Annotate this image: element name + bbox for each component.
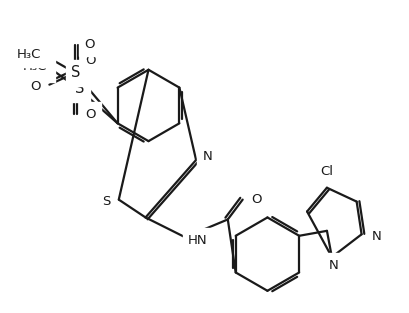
Text: S: S (75, 81, 85, 96)
Text: N: N (202, 151, 212, 163)
Text: O: O (251, 193, 261, 206)
Text: O: O (85, 108, 95, 121)
Text: O: O (30, 80, 40, 93)
Text: N: N (371, 230, 380, 243)
Text: Cl: Cl (319, 165, 333, 178)
Text: O: O (85, 54, 95, 67)
Text: N: N (328, 259, 338, 272)
Text: O: O (84, 38, 94, 50)
Text: S: S (102, 195, 110, 208)
Text: S: S (71, 65, 81, 80)
Text: HN: HN (188, 234, 207, 247)
Text: H₃C: H₃C (23, 60, 47, 73)
Text: H₃C: H₃C (17, 49, 41, 61)
Text: S: S (41, 63, 49, 76)
